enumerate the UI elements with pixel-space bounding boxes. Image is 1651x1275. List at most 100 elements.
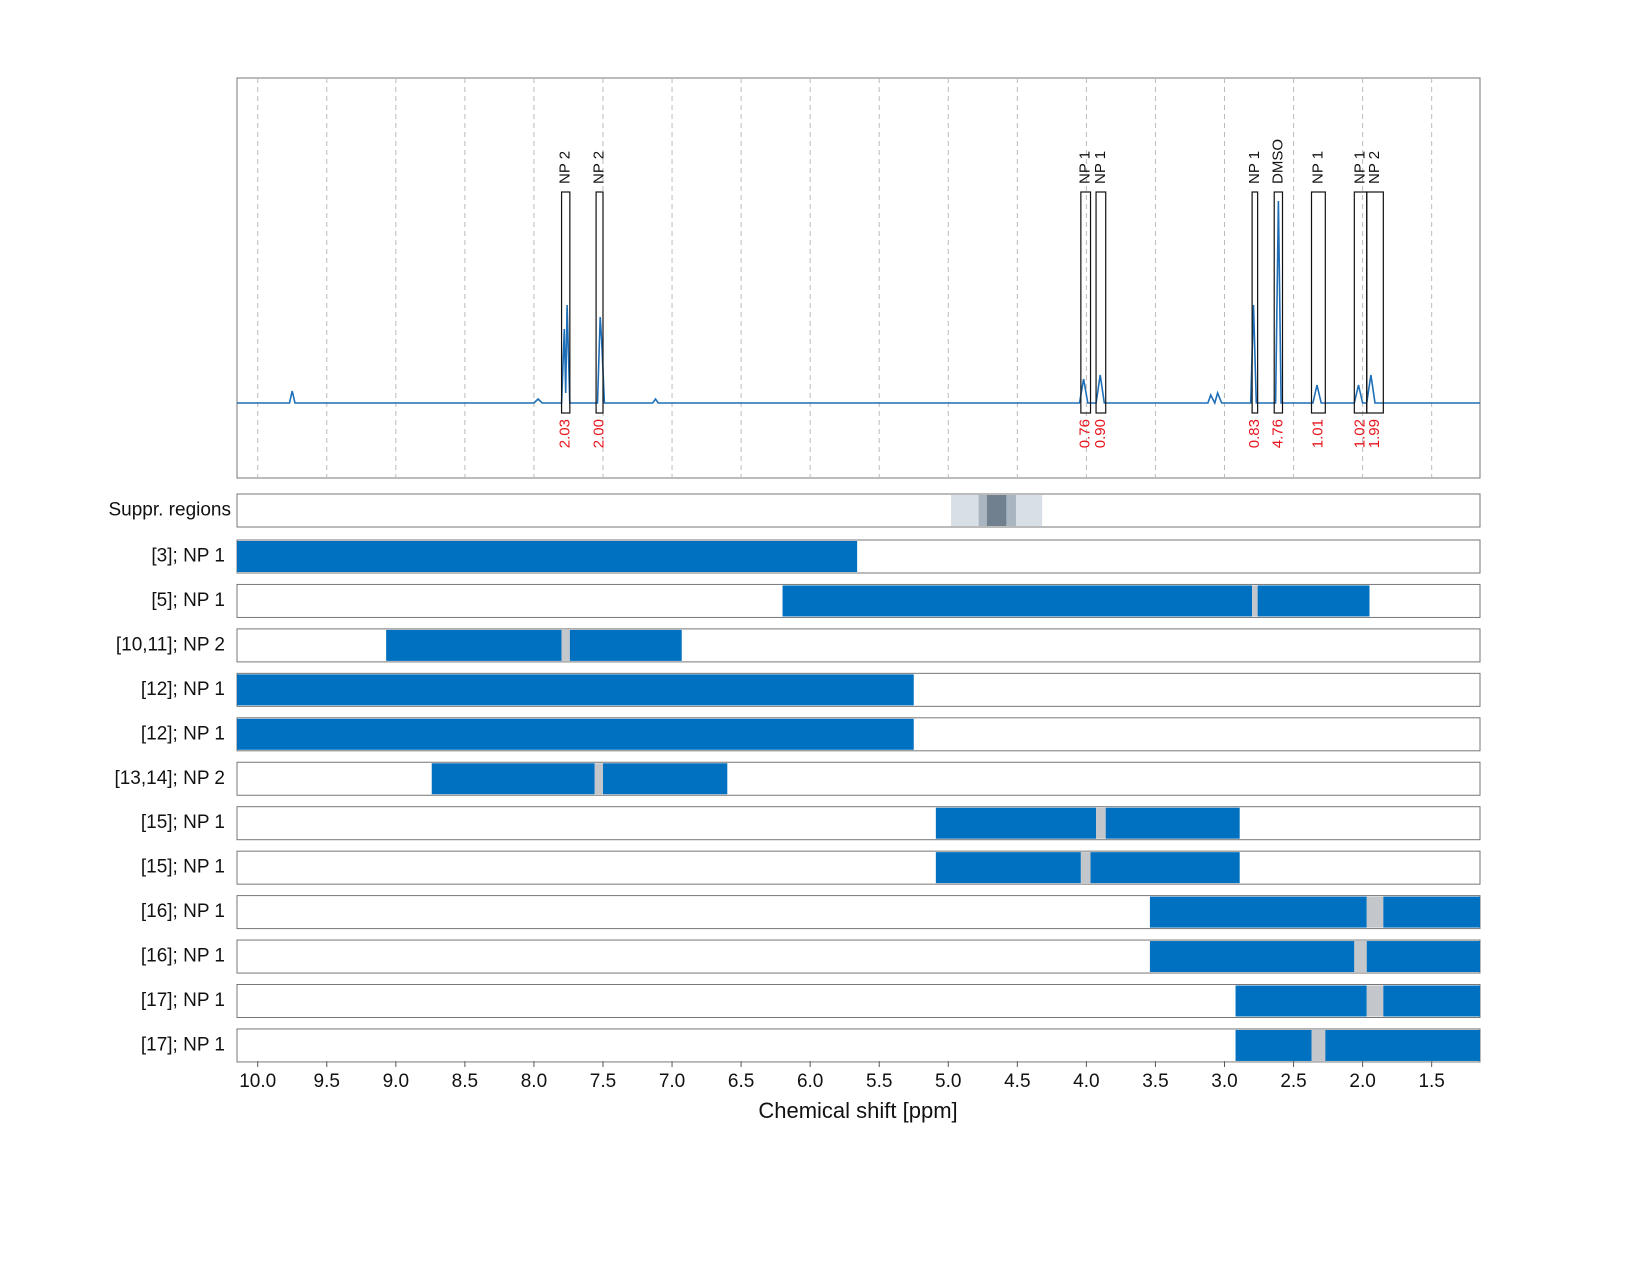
row-bar [1105, 807, 1240, 839]
x-tick-label: 7.0 [659, 1071, 685, 1092]
row-gap [1354, 941, 1367, 973]
row-panel [236, 761, 1481, 796]
row-gap [561, 629, 570, 661]
row-bar [1383, 985, 1480, 1017]
peak-box [595, 191, 604, 414]
peak-box [560, 191, 571, 414]
row-gap [1366, 896, 1384, 928]
integral-label: 4.76 [1269, 419, 1286, 448]
peak-label: NP 2 [591, 151, 608, 184]
row-bar [431, 763, 595, 795]
row-gap [1366, 985, 1384, 1017]
row-bar [1257, 585, 1370, 617]
row-gap [1080, 852, 1091, 884]
peak-box [1353, 191, 1368, 414]
peak-label: NP 1 [1246, 151, 1263, 184]
peak-box [1310, 191, 1326, 414]
integral-label: 2.00 [591, 419, 608, 448]
row-label: [3]; NP 1 [151, 546, 225, 567]
row-gap [1311, 1029, 1326, 1061]
integral-label: 2.03 [557, 419, 574, 448]
x-tick-label: 5.5 [866, 1071, 892, 1092]
row-bar [386, 629, 562, 661]
x-tick-label: 1.5 [1418, 1071, 1444, 1092]
peak-label: NP 2 [557, 151, 574, 184]
row-bar [1090, 852, 1240, 884]
row-gap [594, 763, 603, 795]
integral-label: 1.01 [1309, 419, 1326, 448]
peak-label: DMSO [1269, 139, 1286, 184]
row-panel [236, 806, 1481, 841]
row-bar [1325, 1029, 1480, 1061]
peak-label: NP 2 [1366, 151, 1383, 184]
row-bar [782, 585, 1253, 617]
peak-box [1080, 191, 1092, 414]
row-bar [1383, 896, 1480, 928]
peak-label: NP 1 [1077, 151, 1094, 184]
peak-label: NP 1 [1092, 151, 1109, 184]
x-tick-label: 6.0 [797, 1071, 823, 1092]
x-tick-label: 3.0 [1211, 1071, 1237, 1092]
row-panel [236, 583, 1481, 618]
row-gap [1252, 585, 1258, 617]
integral-label: 0.90 [1092, 419, 1109, 448]
row-label: [10,11]; NP 2 [116, 634, 225, 655]
integral-label: 1.02 [1352, 419, 1369, 448]
x-tick-label: 10.0 [239, 1071, 276, 1092]
x-tick-label: 9.5 [314, 1071, 340, 1092]
row-label: [16]; NP 1 [141, 946, 225, 967]
row-bar [1149, 941, 1355, 973]
row-label: [17]; NP 1 [141, 1034, 225, 1055]
row-bar [602, 763, 728, 795]
x-tick-label: 3.5 [1142, 1071, 1168, 1092]
row-label: [15]; NP 1 [141, 812, 225, 833]
integral-label: 0.76 [1077, 419, 1094, 448]
row-bar [935, 807, 1097, 839]
row-label: [16]; NP 1 [141, 901, 225, 922]
suppression-panel [236, 493, 1481, 528]
x-axis-label: Chemical shift [ppm] [758, 1098, 957, 1123]
integral-label: 1.99 [1366, 419, 1383, 448]
row-label: [5]; NP 1 [151, 590, 225, 611]
peak-label: NP 1 [1309, 151, 1326, 184]
row-label: Suppr. regions [108, 500, 231, 521]
peak-box [1273, 191, 1284, 414]
row-bar [1235, 985, 1367, 1017]
row-bar [237, 541, 858, 572]
suppression-region [986, 495, 1007, 526]
x-tick-label: 8.0 [521, 1071, 547, 1092]
row-panel [236, 628, 1481, 663]
row-label: [12]; NP 1 [141, 679, 225, 700]
row-bar [1235, 1029, 1312, 1061]
row-label: [15]; NP 1 [141, 857, 225, 878]
peak-label: NP 1 [1352, 151, 1369, 184]
spectrum-panel [236, 77, 1481, 479]
row-gap [1096, 807, 1106, 839]
row-bar [237, 674, 914, 706]
x-tick-label: 2.0 [1349, 1071, 1375, 1092]
row-bar [1366, 941, 1480, 973]
row-bar [1149, 896, 1367, 928]
row-bar [935, 852, 1081, 884]
peak-box [1366, 191, 1384, 414]
spectrum-line [237, 200, 1480, 406]
integral-label: 0.83 [1246, 419, 1263, 448]
peak-box [1251, 191, 1259, 414]
x-tick-label: 9.0 [383, 1071, 409, 1092]
x-tick-label: 8.5 [452, 1071, 478, 1092]
row-bar [237, 718, 914, 750]
x-tick-label: 7.5 [590, 1071, 616, 1092]
row-label: [17]; NP 1 [141, 990, 225, 1011]
x-tick-label: 4.5 [1004, 1071, 1030, 1092]
x-tick-label: 4.0 [1073, 1071, 1099, 1092]
row-bar [569, 629, 682, 661]
peak-box [1095, 191, 1107, 414]
row-label: [13,14]; NP 2 [114, 768, 225, 789]
x-tick-label: 2.5 [1280, 1071, 1306, 1092]
x-tick-label: 5.0 [935, 1071, 961, 1092]
row-label: [12]; NP 1 [141, 723, 225, 744]
x-tick-label: 6.5 [728, 1071, 754, 1092]
row-panel [236, 850, 1481, 885]
